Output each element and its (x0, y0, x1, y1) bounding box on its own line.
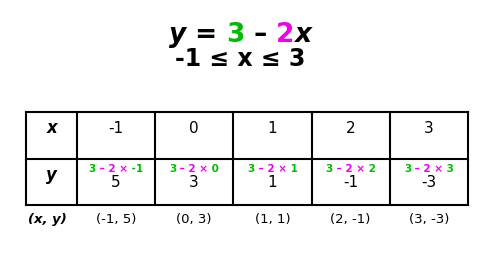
Text: 1: 1 (287, 164, 298, 174)
Text: 0: 0 (189, 121, 199, 136)
Text: 5: 5 (111, 175, 121, 190)
Text: -3: -3 (421, 175, 436, 190)
Text: (0, 3): (0, 3) (177, 213, 212, 226)
Text: x: x (46, 119, 57, 137)
Text: y: y (46, 166, 57, 184)
Text: -1 ≤ x ≤ 3: -1 ≤ x ≤ 3 (175, 47, 305, 71)
Text: – 2 ×: – 2 × (411, 164, 443, 174)
Text: 3: 3 (247, 164, 254, 174)
Text: – 2 ×: – 2 × (176, 164, 208, 174)
Text: 1: 1 (267, 175, 277, 190)
Text: 2: 2 (365, 164, 376, 174)
Text: -1: -1 (343, 175, 358, 190)
Text: (2, -1): (2, -1) (330, 213, 371, 226)
Text: (1, 1): (1, 1) (254, 213, 290, 226)
Text: 2: 2 (276, 22, 294, 48)
Text: (3, -3): (3, -3) (408, 213, 449, 226)
Text: –: – (245, 22, 276, 48)
Text: 3: 3 (325, 164, 333, 174)
Text: 0: 0 (208, 164, 219, 174)
Text: -1: -1 (108, 121, 123, 136)
Text: 3: 3 (169, 164, 176, 174)
Text: 3: 3 (89, 164, 96, 174)
Text: – 2 ×: – 2 × (96, 164, 128, 174)
Text: y: y (168, 22, 186, 48)
Text: 3: 3 (226, 22, 245, 48)
Text: 3: 3 (404, 164, 411, 174)
Text: (x, y): (x, y) (28, 213, 67, 226)
Text: -1: -1 (128, 164, 143, 174)
Text: 3: 3 (189, 175, 199, 190)
Text: 1: 1 (267, 121, 277, 136)
Text: =: = (186, 22, 226, 48)
Text: x: x (294, 22, 312, 48)
Text: – 2 ×: – 2 × (333, 164, 365, 174)
Text: (-1, 5): (-1, 5) (96, 213, 136, 226)
Text: – 2 ×: – 2 × (254, 164, 287, 174)
Text: 3: 3 (443, 164, 454, 174)
Text: 3: 3 (424, 121, 434, 136)
Text: 2: 2 (346, 121, 356, 136)
